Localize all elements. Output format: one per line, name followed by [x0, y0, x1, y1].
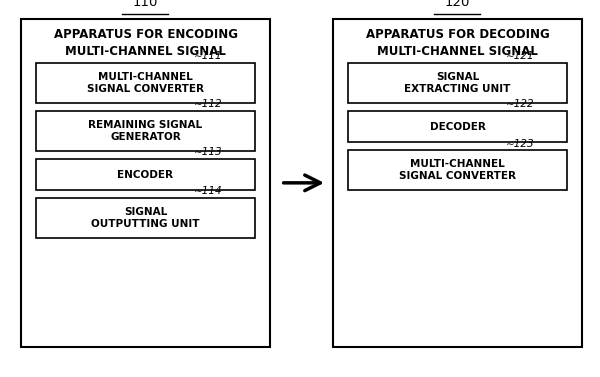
Text: ∼122: ∼122	[506, 99, 535, 109]
Text: MULTI-CHANNEL
SIGNAL CONVERTER: MULTI-CHANNEL SIGNAL CONVERTER	[87, 72, 204, 94]
Text: SIGNAL
OUTPUTTING UNIT: SIGNAL OUTPUTTING UNIT	[91, 207, 200, 229]
Text: MULTI-CHANNEL
SIGNAL CONVERTER: MULTI-CHANNEL SIGNAL CONVERTER	[399, 159, 516, 181]
Bar	[36, 63, 255, 103]
Bar	[36, 111, 255, 151]
Text: APPARATUS FOR DECODING
MULTI-CHANNEL SIGNAL: APPARATUS FOR DECODING MULTI-CHANNEL SIG…	[365, 28, 550, 58]
Text: ∼123: ∼123	[506, 138, 535, 149]
Bar	[333, 19, 582, 347]
Text: REMAINING SIGNAL
GENERATOR: REMAINING SIGNAL GENERATOR	[88, 120, 203, 142]
Text: 120: 120	[445, 0, 470, 9]
Bar	[36, 159, 255, 190]
Text: APPARATUS FOR ENCODING
MULTI-CHANNEL SIGNAL: APPARATUS FOR ENCODING MULTI-CHANNEL SIG…	[53, 28, 238, 58]
Text: 110: 110	[133, 0, 158, 9]
Bar	[348, 63, 567, 103]
Text: SIGNAL
EXTRACTING UNIT: SIGNAL EXTRACTING UNIT	[404, 72, 511, 94]
Bar	[348, 150, 567, 190]
Bar	[348, 111, 567, 142]
Text: DECODER: DECODER	[430, 122, 485, 132]
Text: ∼112: ∼112	[194, 99, 223, 109]
Text: ∼113: ∼113	[194, 147, 223, 157]
Text: ∼111: ∼111	[194, 51, 223, 61]
Text: ∼121: ∼121	[506, 51, 535, 61]
Bar	[21, 19, 270, 347]
Text: ENCODER: ENCODER	[118, 170, 173, 179]
Bar	[36, 198, 255, 238]
Text: ∼114: ∼114	[194, 186, 223, 196]
